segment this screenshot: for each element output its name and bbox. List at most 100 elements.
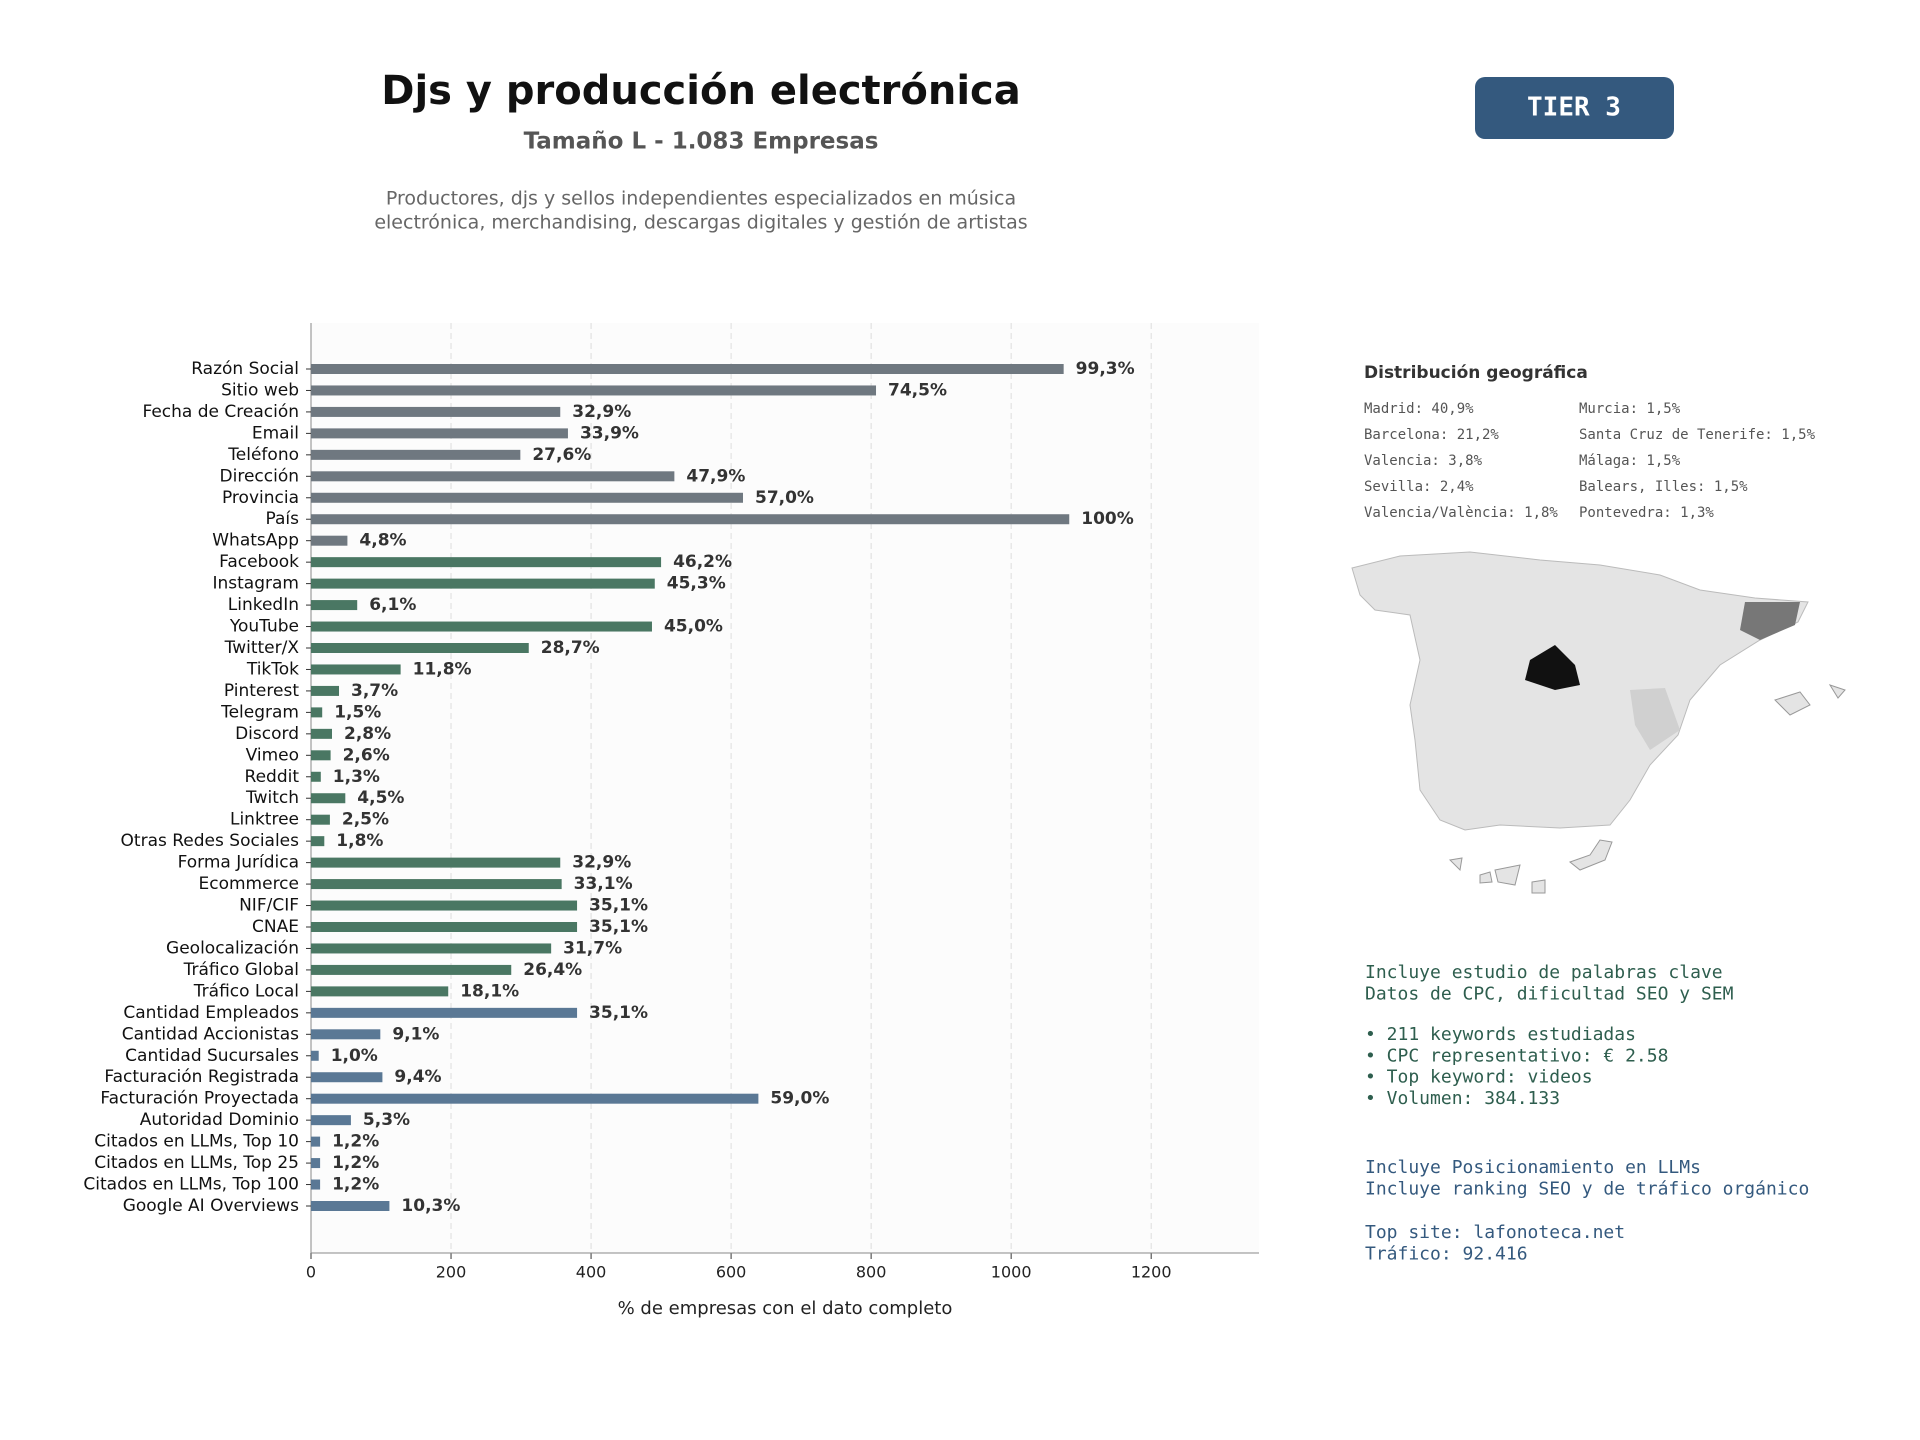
bar [311,857,561,868]
bar [311,814,330,825]
bar [311,364,1064,374]
bar [311,1179,321,1190]
bar [311,643,529,653]
y-tick-label: Fecha de Creación [142,402,299,422]
value-label: 27,6% [532,445,591,465]
y-tick-label: Twitch [245,788,299,808]
value-label: 1,0% [331,1046,378,1066]
y-tick-label: Tráfico Global [183,960,299,980]
y-tick-label: Discord [235,724,299,744]
bar [311,1115,351,1126]
y-tick-label: Geolocalización [166,938,299,958]
y-tick-label: Teléfono [227,445,299,465]
value-label: 99,3% [1076,359,1135,379]
geo-title: Distribución geográfica [1364,363,1588,383]
value-label: 31,7% [563,938,622,958]
map-islands [1774,684,1846,716]
x-tick-label: 1200 [1131,1263,1172,1282]
description: Productores, djs y sellos independientes… [386,188,1016,210]
geo-item: Pontevedra: 1,3% [1579,505,1714,521]
y-tick-label: NIF/CIF [239,896,299,916]
value-label: 1,3% [333,767,380,787]
geo-item: Málaga: 1,5% [1579,453,1681,469]
value-label: 45,3% [667,574,726,594]
value-label: 18,1% [460,981,519,1001]
map [1351,551,1846,894]
value-label: 4,5% [357,788,404,808]
value-label: 5,3% [363,1110,410,1130]
badge-box [1475,77,1674,139]
value-label: 100% [1081,509,1134,529]
value-label: 47,9% [686,466,745,486]
y-tick-label: Citados en LLMs, Top 25 [94,1153,299,1173]
info-line: Datos de CPC, dificultad SEO y SEM [1365,983,1734,1004]
info-line: • Volumen: 384.133 [1365,1088,1560,1109]
bar [311,964,512,975]
bar [311,385,877,396]
y-tick-label: Facturación Proyectada [100,1089,299,1109]
geo-item: Balears, Illes: 1,5% [1579,479,1748,495]
value-label: 2,8% [344,724,391,744]
value-label: 9,4% [394,1067,441,1087]
geo-item: Madrid: 40,9% [1364,401,1474,417]
info-line: Top site: lafonoteca.net [1365,1222,1625,1243]
value-label: 1,2% [332,1132,379,1152]
value-label: 35,1% [589,1003,648,1023]
geo-item: Valencia/València: 1,8% [1364,505,1558,521]
y-tick-label: Twitter/X [224,638,300,658]
bar [311,685,340,696]
y-tick-label: Provincia [222,488,299,508]
value-label: 33,9% [580,423,639,443]
bar [311,1158,321,1169]
info-line: Incluye Posicionamiento en LLMs [1365,1157,1701,1178]
bar [311,1201,390,1211]
x-tick-label: 800 [856,1263,887,1282]
x-tick-label: 1000 [991,1263,1032,1282]
y-tick-label: YouTube [229,617,299,637]
bar [311,986,449,997]
badge: TIER 3 [1527,93,1621,123]
y-tick-label: Razón Social [191,359,299,379]
value-label: 32,9% [572,853,631,873]
y-tick-label: Sitio web [221,380,299,400]
x-axis-label: % de empresas con el dato completo [618,1298,953,1319]
value-label: 28,7% [541,638,600,658]
bar [311,943,552,954]
y-tick-label: CNAE [252,917,299,937]
y-tick-label: LinkedIn [228,595,299,615]
map-region [1525,645,1580,690]
y-tick-label: Otras Redes Sociales [121,831,300,851]
bar [311,557,662,568]
value-label: 1,8% [336,831,383,851]
bar [311,471,675,482]
title: Djs y producción electrónica [381,68,1021,114]
y-tick-label: Facturación Registrada [104,1067,299,1087]
map-land [1351,551,1809,831]
value-label: 1,2% [332,1175,379,1195]
map-region [1740,602,1800,640]
y-tick-label: Vimeo [246,745,299,765]
value-label: 1,2% [332,1153,379,1173]
geo-item: Valencia: 3,8% [1364,453,1483,469]
geo-item: Barcelona: 21,2% [1364,427,1499,443]
value-label: 10,3% [401,1196,460,1216]
y-tick-label: Dirección [220,466,299,486]
bar [311,1072,383,1083]
y-tick-label: Cantidad Empleados [123,1003,299,1023]
y-tick-label: Pinterest [224,681,299,701]
y-tick-label: País [266,509,300,529]
y-tick-label: Tráfico Local [193,981,299,1001]
bar [311,428,568,439]
y-tick-label: Telegram [220,702,299,722]
value-label: 1,5% [334,702,381,722]
bar [311,836,325,847]
value-label: 59,0% [770,1089,829,1109]
y-tick-label: Cantidad Accionistas [122,1024,299,1044]
info-line: • 211 keywords estudiadas [1365,1024,1636,1045]
x-tick-label: 0 [306,1263,316,1282]
geo-item: Sevilla: 2,4% [1364,479,1474,495]
value-label: 35,1% [589,917,648,937]
bar [311,600,358,611]
value-label: 46,2% [673,552,732,572]
info-line: Tráfico: 92.416 [1365,1243,1528,1264]
